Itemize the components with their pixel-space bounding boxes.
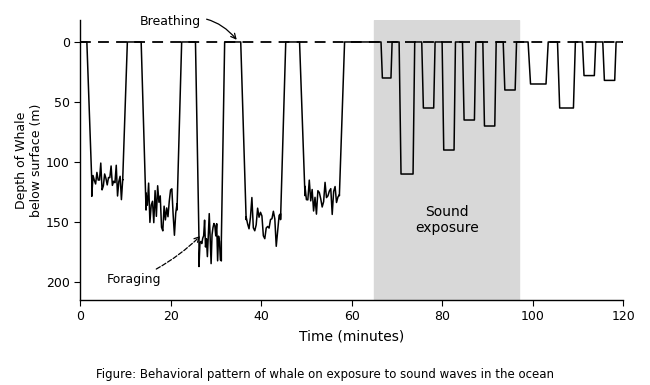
Bar [374, 20, 519, 300]
Text: Figure: Behavioral pattern of whale on exposure to sound waves in the ocean: Figure: Behavioral pattern of whale on e… [96, 368, 554, 381]
X-axis label: Time (minutes): Time (minutes) [299, 329, 404, 343]
Text: Sound
exposure: Sound exposure [415, 204, 478, 235]
Text: Foraging: Foraging [107, 237, 200, 286]
Text: Breathing: Breathing [140, 15, 236, 39]
Y-axis label: Depth of Whale
below surface (m): Depth of Whale below surface (m) [15, 104, 43, 217]
